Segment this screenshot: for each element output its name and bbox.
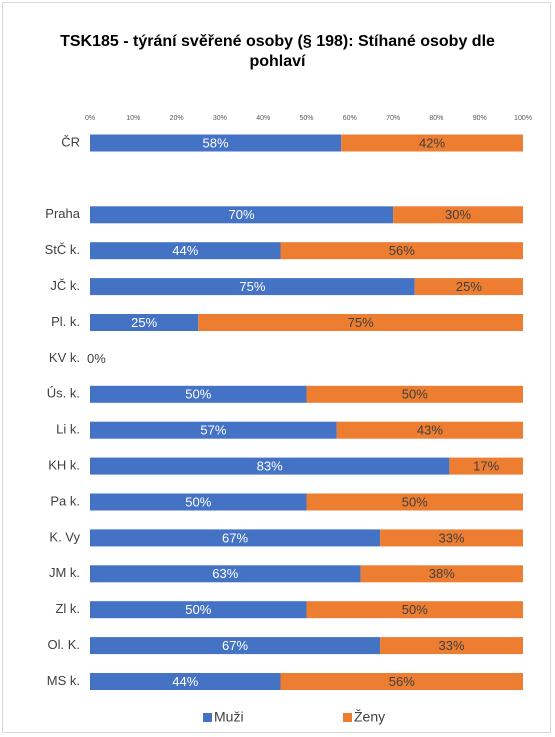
- x-tick-label: 10%: [126, 115, 140, 122]
- legend-swatch: [203, 713, 212, 722]
- y-tick-label: KH k.: [48, 458, 80, 473]
- bar-segment: [90, 493, 307, 511]
- data-label: 50%: [185, 602, 211, 617]
- y-tick-label: MS k.: [47, 673, 80, 688]
- bar-segment: [90, 314, 199, 331]
- bar-segment: [341, 134, 523, 152]
- data-label: 38%: [429, 566, 455, 581]
- data-label: 33%: [439, 638, 465, 653]
- data-label: 50%: [185, 387, 211, 402]
- data-label: 30%: [445, 207, 471, 222]
- bar-segment: [90, 421, 337, 439]
- bar-segment: [449, 457, 523, 475]
- data-label: 67%: [222, 530, 248, 545]
- y-tick-label: KV k.: [49, 350, 80, 365]
- data-label: 70%: [229, 207, 255, 222]
- data-label: 0%: [87, 351, 106, 366]
- bar-segment: [306, 385, 523, 403]
- y-tick-label: Pa k.: [50, 493, 80, 508]
- data-label: 50%: [402, 602, 428, 617]
- data-label: 44%: [172, 674, 198, 689]
- data-label: 44%: [172, 243, 198, 258]
- y-tick-label: JČ k.: [50, 278, 80, 293]
- x-tick-label: 90%: [473, 115, 487, 122]
- legend-label: Ženy: [354, 709, 385, 725]
- data-label: 25%: [131, 315, 157, 330]
- bar-segment: [336, 421, 523, 439]
- bar-segment: [90, 385, 307, 403]
- x-tick-label: 0%: [85, 115, 95, 122]
- data-label: 50%: [185, 494, 211, 509]
- data-label: 33%: [439, 530, 465, 545]
- data-label: 43%: [417, 423, 443, 438]
- bar-segment: [90, 637, 381, 655]
- data-label: 56%: [389, 243, 415, 258]
- y-tick-label: StČ k.: [45, 242, 80, 257]
- bar-segment: [198, 314, 523, 331]
- data-label: 67%: [222, 638, 248, 653]
- data-label: 63%: [212, 566, 238, 581]
- data-label: 50%: [402, 494, 428, 509]
- x-tick-label: 80%: [429, 115, 443, 122]
- bar-segment: [90, 242, 281, 260]
- bar-segment: [90, 673, 281, 690]
- x-tick-label: 20%: [170, 115, 184, 122]
- data-label: 75%: [348, 315, 374, 330]
- data-label: 83%: [257, 459, 283, 474]
- y-tick-label: JM k.: [49, 565, 80, 580]
- bar-segment: [280, 673, 523, 690]
- y-tick-label: Ús. k.: [47, 386, 80, 401]
- x-tick-label: 40%: [256, 115, 270, 122]
- bar-segment: [90, 529, 381, 547]
- y-tick-label: Pl. k.: [51, 314, 80, 329]
- data-label: 57%: [200, 423, 226, 438]
- y-tick-label: ČR: [61, 134, 80, 149]
- y-tick-label: Li k.: [56, 422, 80, 437]
- data-label: 50%: [402, 387, 428, 402]
- x-tick-label: 60%: [343, 115, 357, 122]
- bar-segment: [380, 637, 523, 655]
- x-tick-label: 30%: [213, 115, 227, 122]
- y-tick-label: K. Vy: [49, 529, 80, 544]
- legend-label: Muži: [214, 709, 244, 725]
- data-label: 56%: [389, 674, 415, 689]
- bar-segment: [414, 278, 523, 296]
- bar-segment: [380, 529, 523, 547]
- bar-segment: [306, 493, 523, 511]
- bar-segment: [360, 565, 523, 583]
- chart-title: TSK185 - týrání svěřené osoby (§ 198): S…: [60, 33, 495, 70]
- bar-segment: [393, 206, 523, 224]
- data-label: 58%: [203, 135, 229, 150]
- bar-segment: [90, 278, 415, 296]
- bar-segment: [90, 457, 450, 475]
- y-tick-label: Ol. K.: [47, 637, 80, 652]
- x-tick-label: 70%: [386, 115, 400, 122]
- y-tick-label: Praha: [45, 206, 80, 221]
- bar-segment: [280, 242, 523, 260]
- data-label: 17%: [473, 459, 499, 474]
- bar-segment: [90, 206, 394, 224]
- x-tick-label: 50%: [299, 115, 313, 122]
- bar-segment: [90, 601, 307, 619]
- data-label: 42%: [419, 135, 445, 150]
- legend-swatch: [343, 713, 352, 722]
- x-tick-label: 100%: [514, 115, 532, 122]
- bar-segment: [90, 565, 361, 583]
- data-label: 25%: [456, 279, 482, 294]
- data-label: 75%: [239, 279, 265, 294]
- bar-segment: [306, 601, 523, 619]
- bar-segment: [90, 134, 342, 152]
- y-tick-label: Zl k.: [55, 601, 80, 616]
